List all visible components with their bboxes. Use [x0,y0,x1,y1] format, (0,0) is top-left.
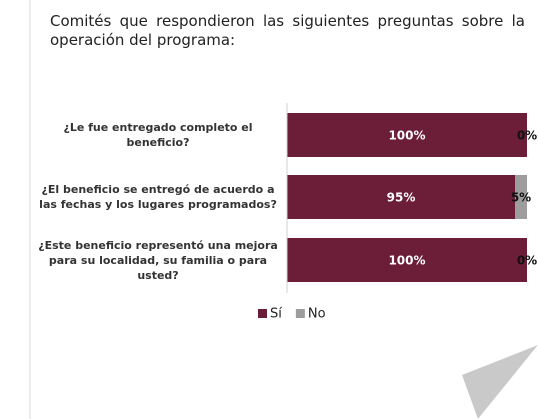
value-label: 95% [387,191,416,205]
category-label: ¿Le fue entregado completo el beneficio? [63,121,253,149]
value-label: 100% [388,254,425,268]
bar-segment [515,175,527,219]
bar-segment [287,175,515,219]
page-corner [478,345,538,419]
category-label: ¿Este beneficio representó una mejora pa… [38,238,278,282]
value-label: 0% [517,129,537,143]
category-label: ¿El beneficio se entregó de acuerdo a la… [39,183,277,211]
page-curl [462,345,538,419]
value-label: 0% [517,254,537,268]
value-label: 100% [388,129,425,143]
legend-label: No [308,307,326,322]
bar-segment [287,113,527,157]
chart-title: Comités que respondieron las siguientes … [50,12,525,49]
bar-segment [287,238,527,282]
legend-label: Sí [270,307,282,322]
legend-swatch [258,309,267,318]
value-label: 5% [511,191,531,205]
legend-swatch [295,309,305,318]
